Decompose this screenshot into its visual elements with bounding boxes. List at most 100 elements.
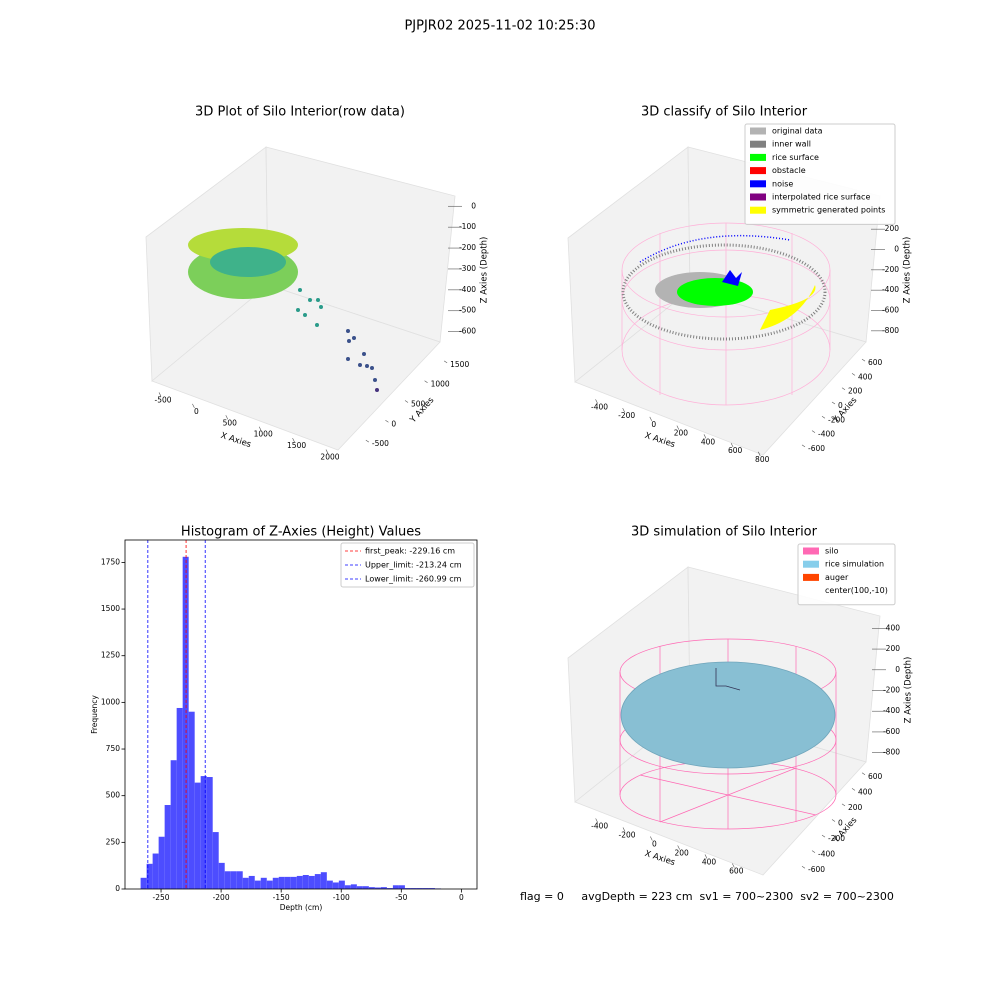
axis-label: X Axies (219, 431, 252, 450)
bar (350, 884, 357, 889)
tick-mark (258, 426, 262, 431)
bar (332, 882, 339, 889)
tick-label: 400 (858, 787, 873, 796)
x-tick-label: -250 (153, 893, 170, 902)
tick-mark (811, 850, 816, 853)
x-tick-label: -150 (273, 893, 290, 902)
tick-label: -600 (882, 306, 899, 315)
legend-label: inner wall (772, 140, 811, 149)
bar (146, 863, 153, 889)
tick-label: 500 (411, 400, 426, 409)
axis-label: Z Axies (Depth) (903, 237, 913, 304)
bar (398, 885, 405, 889)
x-tick-label: 0 (459, 893, 464, 902)
bar (374, 887, 381, 889)
tick-label: 200 (848, 803, 863, 812)
bar (164, 805, 171, 889)
tick-label: 0 (838, 819, 843, 828)
bar (308, 875, 315, 889)
legend-label: auger (825, 573, 849, 582)
tick-mark (443, 360, 448, 364)
noise (722, 270, 742, 286)
tick-mark (704, 854, 708, 859)
tick-label: 800 (755, 455, 770, 464)
tick-mark (831, 819, 836, 822)
legend-label: rice surface (772, 153, 819, 162)
legend-swatch (750, 206, 766, 214)
tick-label: 1000 (254, 430, 273, 439)
bar (230, 871, 237, 889)
tick-mark (424, 380, 428, 383)
tick-label: 600 (868, 772, 883, 781)
legend-box (797, 543, 896, 606)
tick-mark (841, 803, 846, 807)
tick-label: -400 (818, 850, 835, 859)
tick-label: 1000 (431, 380, 450, 389)
tick-label: 0 (838, 401, 843, 410)
y-tick-label: 750 (106, 744, 121, 753)
y-tick-label: 250 (106, 837, 121, 846)
tick-label: -200 (828, 415, 845, 424)
x-tick-label: -100 (333, 893, 350, 902)
rice-simulation (620, 661, 836, 769)
bar (158, 836, 165, 889)
axis-label: Z Axies (Depth) (480, 237, 490, 304)
tick-label: -400 (459, 285, 476, 294)
tick-label: 200 (674, 429, 689, 438)
bar (428, 888, 435, 889)
tick-mark (650, 836, 653, 841)
legend-label: Lower_limit: -260.99 cm (365, 575, 462, 584)
legend-swatch (803, 547, 819, 555)
bar (254, 880, 261, 889)
bar (320, 872, 327, 889)
legend-label: center(100,-10) (825, 586, 888, 595)
tick-mark (811, 430, 816, 433)
axis-label: Y Axies (831, 815, 860, 846)
tick-label: 1500 (287, 441, 306, 450)
bar (188, 711, 195, 889)
bar (302, 875, 309, 889)
tick-label: -400 (591, 822, 608, 831)
legend-swatch (803, 573, 819, 581)
tick-mark (801, 444, 806, 448)
bar (170, 760, 177, 889)
tick-mark (622, 827, 626, 832)
bar (236, 871, 243, 889)
bar (344, 885, 351, 889)
tick-mark (595, 399, 598, 404)
panel-3d-raw (145, 146, 456, 451)
tick-label: -200 (618, 411, 635, 420)
point-cloud (210, 247, 286, 277)
tick-label: 400 (702, 858, 717, 867)
footer-status: flag = 0 avgDepth = 223 cm sv1 = 700~230… (520, 890, 894, 903)
legend-swatch (750, 167, 766, 175)
tick-label: -200 (883, 686, 900, 695)
axis-label: Z Axies (Depth) (904, 657, 914, 724)
bar (152, 853, 159, 889)
legend-label: original data (772, 127, 823, 136)
tick-label: 0 (471, 201, 476, 210)
tick-mark (821, 416, 826, 419)
bar (416, 888, 423, 889)
bar (176, 707, 183, 889)
bar (140, 877, 147, 889)
bar (194, 782, 201, 889)
tick-mark (677, 845, 680, 850)
y-tick-label: 1500 (101, 604, 120, 613)
bar (266, 880, 273, 889)
bar (404, 888, 411, 889)
tick-mark (861, 358, 866, 362)
bar (284, 876, 291, 889)
tick-mark (192, 403, 195, 408)
tick-label: -200 (618, 831, 635, 840)
tick-label: 0 (895, 665, 900, 674)
bar (182, 556, 189, 889)
bar (314, 874, 321, 889)
bar (290, 876, 297, 889)
auger (715, 668, 741, 691)
bar (422, 888, 429, 889)
tick-mark (732, 863, 735, 868)
bar (368, 887, 375, 889)
axis-label: Y Axies (831, 395, 860, 426)
y-tick-label: 500 (106, 791, 121, 800)
